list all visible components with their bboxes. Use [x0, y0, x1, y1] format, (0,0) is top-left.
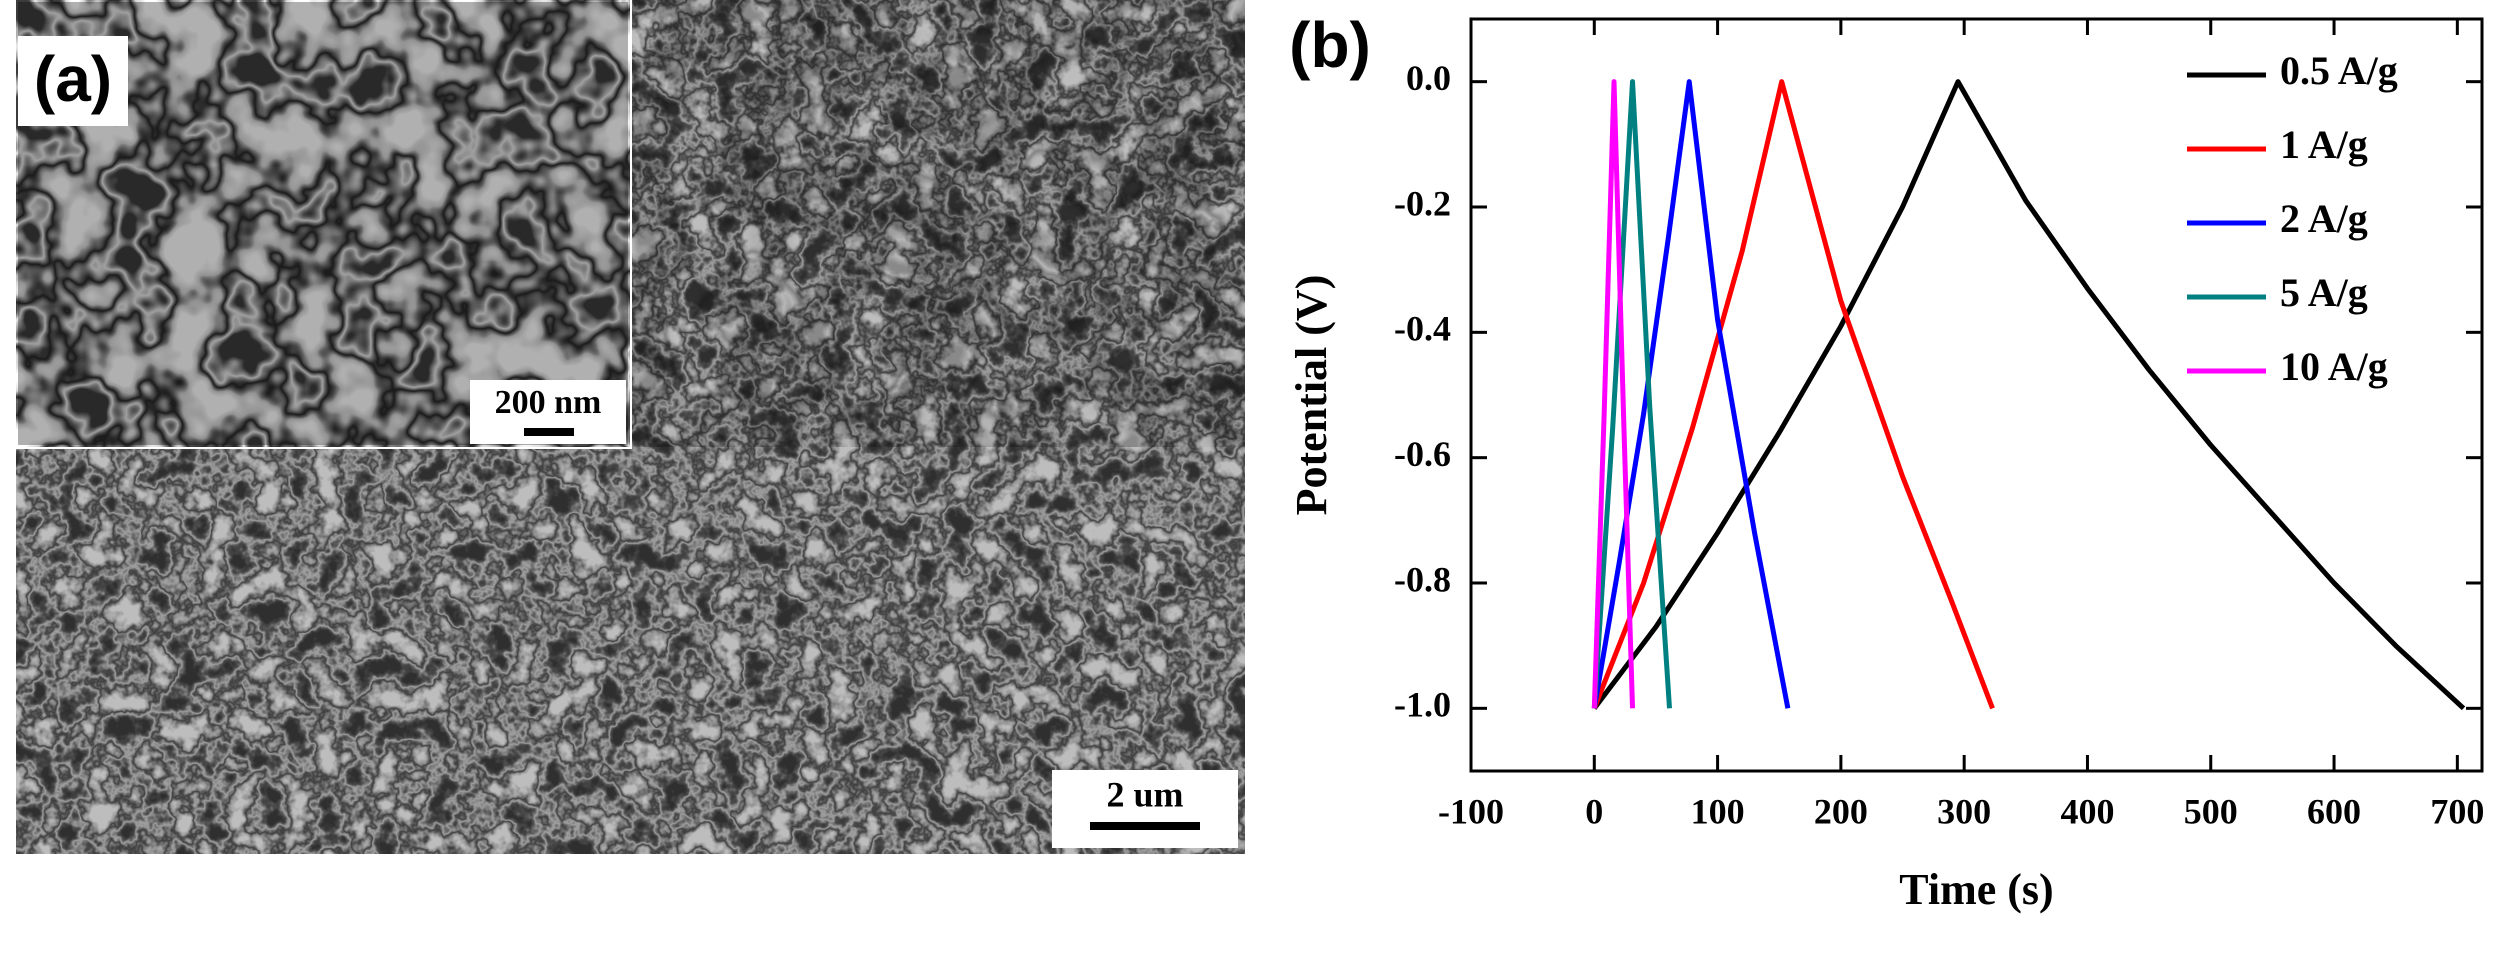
panel-label: (b) — [1289, 9, 1371, 81]
inset-scale-label: 200 nm — [495, 384, 602, 421]
x-tick-label: 0 — [1585, 791, 1603, 831]
x-tick-label: 600 — [2307, 791, 2361, 831]
y-tick-label: 0.0 — [1406, 58, 1451, 98]
x-tick-label: 100 — [1691, 791, 1745, 831]
series-line — [1591, 79, 1995, 710]
scale-box — [1052, 770, 1238, 848]
legend-label: 2 A/g — [2280, 196, 2368, 241]
x-axis-title: Time (s) — [1899, 865, 2053, 914]
series-line — [1591, 79, 1672, 709]
sem-image: 200 nm (a) 2 um — [14, 0, 1245, 854]
x-tick-label: 500 — [2184, 791, 2238, 831]
x-tick-label: 400 — [2060, 791, 2114, 831]
sem-texture — [630, 0, 1245, 447]
scale-label: 2 um — [1106, 774, 1183, 814]
x-tick-label: 300 — [1937, 791, 1991, 831]
y-tick-label: -0.8 — [1394, 559, 1451, 599]
legend-label: 10 A/g — [2280, 344, 2388, 389]
legend-label: 0.5 A/g — [2280, 48, 2398, 93]
scale-bar — [1090, 822, 1200, 830]
y-axis-title: Potential (V) — [1287, 275, 1336, 516]
y-tick-label: -0.6 — [1394, 434, 1451, 474]
legend-label: 5 A/g — [2280, 270, 2368, 315]
legend-label: 1 A/g — [2280, 122, 2368, 167]
series-line — [1591, 79, 1636, 709]
y-tick-label: -0.4 — [1394, 309, 1451, 349]
series-line — [1592, 79, 2466, 711]
label-box — [18, 36, 128, 126]
scale-bar — [524, 428, 574, 436]
y-tick-label: -0.2 — [1394, 183, 1451, 223]
x-tick-label: -100 — [1438, 791, 1504, 831]
panel-label: (a) — [34, 43, 112, 115]
y-tick-label: -1.0 — [1394, 685, 1451, 725]
x-tick-label: 200 — [1814, 791, 1868, 831]
series-line — [1591, 79, 1791, 709]
plot-frame — [1469, 17, 2484, 773]
x-tick-label: 700 — [2430, 791, 2484, 831]
